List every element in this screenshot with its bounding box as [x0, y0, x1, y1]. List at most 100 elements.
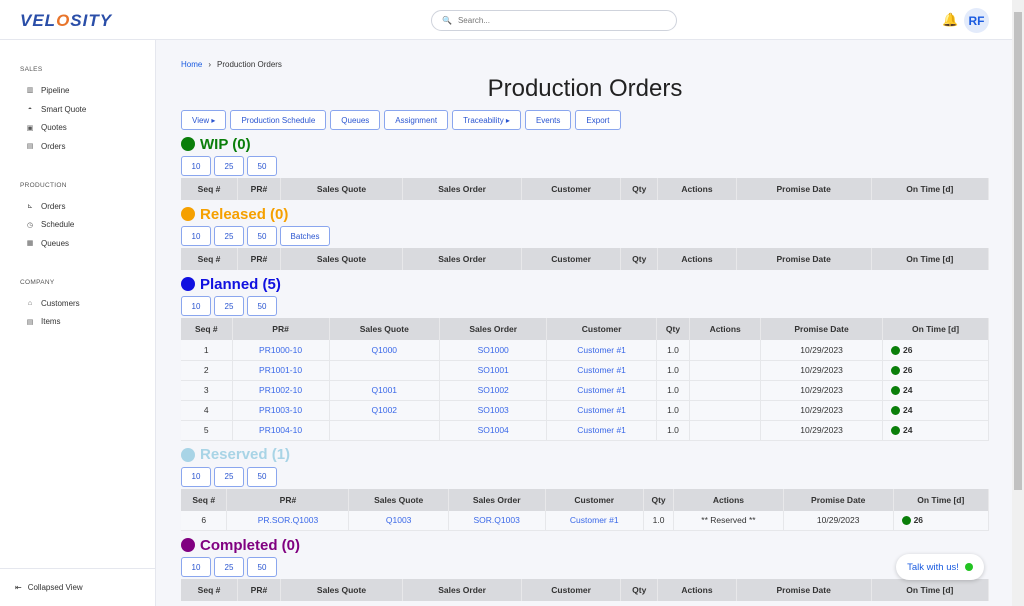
sales-order-link[interactable]: SO1000: [477, 344, 509, 355]
column-header-seq[interactable]: Seq #: [181, 248, 239, 270]
customer-link[interactable]: Customer #1: [569, 515, 619, 526]
column-header-customer[interactable]: Customer: [521, 579, 622, 601]
search-box[interactable]: 🔍: [431, 10, 677, 31]
column-header-qty[interactable]: Qty: [656, 318, 691, 340]
collapsed-view-button[interactable]: ⇤ Collapsed View: [0, 568, 155, 606]
column-header-pr[interactable]: PR#: [232, 318, 330, 340]
production-schedule-button[interactable]: Production Schedule: [230, 110, 327, 130]
column-header-sales-order[interactable]: Sales Order: [402, 579, 522, 601]
column-header-promise-date[interactable]: Promise Date: [783, 488, 894, 511]
column-header-actions[interactable]: Actions: [689, 318, 762, 340]
column-header-seq[interactable]: Seq #: [181, 579, 239, 601]
column-header-pr[interactable]: PR#: [237, 579, 281, 601]
page-size-25-button[interactable]: 25: [214, 226, 244, 246]
customer-link[interactable]: Customer #1: [577, 385, 626, 395]
column-header-sales-quote[interactable]: Sales Quote: [280, 178, 404, 200]
page-size-10-button[interactable]: 10: [181, 226, 211, 246]
page-size-10-button[interactable]: 10: [181, 296, 211, 316]
page-size-50-button[interactable]: 50: [247, 466, 277, 487]
column-header-qty[interactable]: Qty: [620, 579, 659, 601]
search-input[interactable]: [457, 16, 658, 25]
pr-link[interactable]: PR1004-10: [259, 425, 303, 435]
page-size-10-button[interactable]: 10: [181, 156, 211, 176]
sales-order-link[interactable]: SO1004: [477, 425, 509, 435]
view-button[interactable]: View ▸: [181, 110, 227, 130]
column-header-sales-order[interactable]: Sales Order: [402, 248, 522, 270]
column-header-promise-date[interactable]: Promise Date: [736, 579, 872, 601]
column-header-promise-date[interactable]: Promise Date: [736, 178, 872, 200]
column-header-seq[interactable]: Seq #: [181, 318, 233, 340]
page-size-10-button[interactable]: 10: [181, 557, 211, 577]
page-size-10-button[interactable]: 10: [181, 466, 211, 487]
sidebar-item-sales-quotes[interactable]: ▣ Quotes: [0, 118, 155, 137]
column-header-sales-order[interactable]: Sales Order: [402, 178, 522, 200]
column-header-qty[interactable]: Qty: [620, 178, 659, 200]
customer-link[interactable]: Customer #1: [577, 365, 626, 375]
column-header-actions[interactable]: Actions: [657, 178, 737, 200]
sidebar-item-sales-orders[interactable]: ▤ Orders: [0, 137, 155, 156]
column-header-sales-quote[interactable]: Sales Quote: [280, 248, 404, 270]
sales-order-link[interactable]: SOR.Q1003: [473, 515, 520, 526]
customer-link[interactable]: Customer #1: [577, 425, 626, 435]
column-header-customer[interactable]: Customer: [521, 178, 622, 200]
page-size-25-button[interactable]: 25: [214, 557, 244, 577]
events-button[interactable]: Events: [524, 110, 572, 130]
column-header-sales-order[interactable]: Sales Order: [448, 488, 546, 511]
batches-button[interactable]: Batches: [280, 226, 330, 246]
export-button[interactable]: Export: [575, 110, 621, 130]
queues-button[interactable]: Queues: [330, 110, 381, 130]
pr-link[interactable]: PR1002-10: [259, 385, 303, 395]
column-header-customer[interactable]: Customer: [521, 248, 622, 270]
column-header-qty[interactable]: Qty: [643, 488, 675, 511]
sidebar-item-sales-smart-quote[interactable]: ◓ Smart Quote: [0, 100, 155, 119]
column-header-on-time-d[interactable]: On Time [d]: [893, 488, 990, 511]
sales-quote-link[interactable]: Q1001: [371, 385, 398, 395]
scrollbar-thumb[interactable]: [1014, 12, 1022, 490]
column-header-pr[interactable]: PR#: [237, 248, 281, 270]
pr-link[interactable]: PR1000-10: [259, 344, 303, 355]
column-header-promise-date[interactable]: Promise Date: [736, 248, 872, 270]
pr-link[interactable]: PR.SOR.Q1003: [257, 515, 319, 526]
column-header-on-time-d[interactable]: On Time [d]: [871, 248, 990, 270]
sidebar-item-production-schedule[interactable]: ◷ Schedule: [0, 215, 155, 234]
pr-link[interactable]: PR1001-10: [259, 365, 303, 375]
sidebar-item-production-queues[interactable]: ▦ Queues: [0, 234, 155, 253]
column-header-seq[interactable]: Seq #: [181, 488, 228, 511]
column-header-customer[interactable]: Customer: [546, 318, 657, 340]
sidebar-item-sales-pipeline[interactable]: ▥ Pipeline: [0, 81, 155, 100]
velosity-logo[interactable]: VELOSITY: [20, 11, 113, 30]
column-header-sales-quote[interactable]: Sales Quote: [329, 318, 441, 340]
page-size-25-button[interactable]: 25: [214, 296, 244, 316]
sales-quote-link[interactable]: Q1002: [371, 405, 398, 415]
page-size-50-button[interactable]: 50: [247, 296, 277, 316]
customer-link[interactable]: Customer #1: [577, 344, 626, 355]
column-header-sales-order[interactable]: Sales Order: [439, 318, 548, 340]
column-header-on-time-d[interactable]: On Time [d]: [882, 318, 989, 340]
chat-widget[interactable]: Talk with us!: [896, 554, 984, 580]
column-header-promise-date[interactable]: Promise Date: [760, 318, 884, 340]
traceability-button[interactable]: Traceability ▸: [452, 110, 521, 130]
column-header-qty[interactable]: Qty: [620, 248, 659, 270]
breadcrumb-home[interactable]: Home: [181, 60, 203, 69]
column-header-sales-quote[interactable]: Sales Quote: [280, 579, 404, 601]
column-header-pr[interactable]: PR#: [226, 488, 350, 511]
column-header-sales-quote[interactable]: Sales Quote: [348, 488, 449, 511]
sales-quote-link[interactable]: Q1003: [385, 515, 412, 526]
assignment-button[interactable]: Assignment: [384, 110, 449, 130]
page-size-25-button[interactable]: 25: [214, 156, 244, 176]
column-header-actions[interactable]: Actions: [673, 488, 784, 511]
sidebar-item-production-orders[interactable]: ⊾ Orders: [0, 197, 155, 216]
customer-link[interactable]: Customer #1: [577, 405, 626, 415]
page-size-50-button[interactable]: 50: [247, 156, 277, 176]
column-header-on-time-d[interactable]: On Time [d]: [871, 178, 990, 200]
page-size-50-button[interactable]: 50: [247, 557, 277, 577]
pr-link[interactable]: PR1003-10: [259, 405, 303, 415]
column-header-actions[interactable]: Actions: [657, 579, 737, 601]
sales-quote-link[interactable]: Q1000: [371, 344, 398, 355]
scrollbar[interactable]: [1012, 0, 1024, 606]
page-size-50-button[interactable]: 50: [247, 226, 277, 246]
column-header-seq[interactable]: Seq #: [181, 178, 239, 200]
column-header-on-time-d[interactable]: On Time [d]: [871, 579, 990, 601]
sales-order-link[interactable]: SO1002: [477, 385, 509, 395]
column-header-actions[interactable]: Actions: [657, 248, 737, 270]
